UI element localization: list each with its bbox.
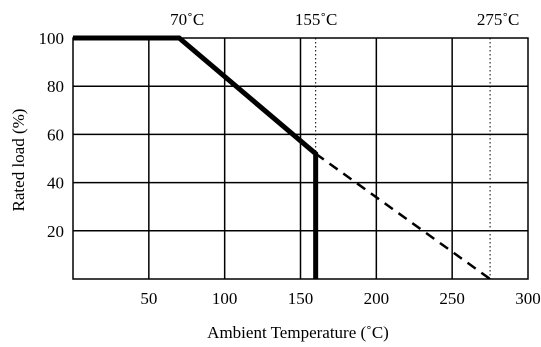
plot-frame xyxy=(72,37,529,280)
series-line-dashed-1 xyxy=(314,152,491,281)
y-tick-label-40: 40 xyxy=(47,174,64,193)
y-tick-label-20: 20 xyxy=(47,222,64,241)
x-tick-labels: 50 100 150 200 250 300 xyxy=(140,289,540,308)
series-line-solid-0 xyxy=(73,35,319,279)
annotation-275: 275˚C xyxy=(477,10,520,29)
y-tick-label-100: 100 xyxy=(39,29,65,48)
x-tick-label-300: 300 xyxy=(515,289,541,308)
y-axis-label: Rated load (%) xyxy=(9,109,28,212)
reference-lines xyxy=(315,38,491,279)
x-tick-label-50: 50 xyxy=(140,289,157,308)
x-tick-label-250: 250 xyxy=(439,289,465,308)
annotation-155: 155˚C xyxy=(295,10,338,29)
annotation-70: 70˚C xyxy=(170,10,204,29)
y-tick-label-60: 60 xyxy=(47,125,64,144)
x-tick-label-150: 150 xyxy=(288,289,314,308)
series-layer xyxy=(73,35,491,281)
x-tick-label-100: 100 xyxy=(212,289,238,308)
y-tick-labels: 20 40 60 80 100 xyxy=(39,29,65,241)
x-tick-label-200: 200 xyxy=(364,289,390,308)
y-tick-label-80: 80 xyxy=(47,77,64,96)
annotations: 70˚C 155˚C 275˚C xyxy=(170,10,519,29)
grid-lines xyxy=(73,38,528,279)
x-axis-label: Ambient Temperature (˚C) xyxy=(207,323,389,342)
